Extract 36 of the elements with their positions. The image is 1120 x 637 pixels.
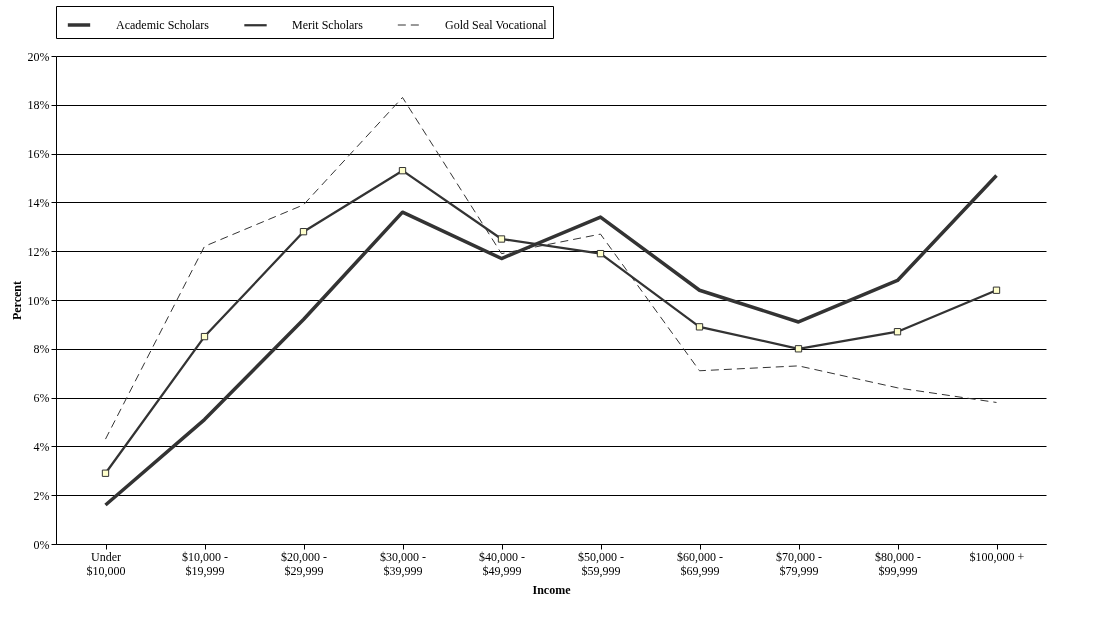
y-tick-label: 2% bbox=[33, 488, 50, 503]
y-tick-label: 12% bbox=[27, 244, 50, 259]
y-tick-label: 16% bbox=[27, 147, 50, 162]
point bbox=[398, 167, 407, 175]
x-tick-label: $70,000 - $79,999 bbox=[776, 549, 822, 578]
legend-label: Merit Scholars bbox=[292, 18, 364, 33]
point bbox=[794, 345, 803, 353]
point bbox=[200, 332, 209, 341]
x-tick-label: $10,000 - $19,999 bbox=[182, 549, 228, 578]
y-tick-label: 14% bbox=[27, 195, 50, 210]
y-tick-label: 4% bbox=[33, 439, 50, 454]
point bbox=[497, 235, 506, 243]
y-tick-label: 10% bbox=[27, 293, 50, 308]
point bbox=[596, 249, 605, 258]
point bbox=[101, 469, 110, 477]
point bbox=[992, 286, 1001, 294]
x-tick-label: $40,000 - $49,999 bbox=[479, 549, 525, 578]
x-tick-label: $30,000 - $39,999 bbox=[380, 549, 426, 578]
legend-label: Academic Scholars bbox=[116, 18, 210, 32]
point bbox=[695, 323, 704, 331]
y-tick-label: 18% bbox=[27, 98, 50, 113]
y-axis-title: Percent bbox=[9, 280, 24, 321]
legend-label: Gold Seal Vocational bbox=[445, 18, 548, 32]
x-tick-label: $80,000 - $99,999 bbox=[875, 549, 921, 578]
y-tick-label: 0% bbox=[33, 537, 50, 552]
x-tick-label: Under $10,000 bbox=[86, 549, 126, 578]
y-tick-label: 8% bbox=[33, 342, 50, 357]
point bbox=[299, 228, 308, 236]
x-tick-label: $20,000 - $29,999 bbox=[281, 549, 327, 578]
y-tick-label: 6% bbox=[33, 391, 50, 406]
x-axis-title: Income bbox=[532, 582, 572, 597]
point bbox=[893, 328, 902, 336]
x-tick-label: $50,000 - $59,999 bbox=[578, 549, 624, 578]
x-tick-label: $100,000 + bbox=[969, 549, 1025, 564]
y-tick-label: 20% bbox=[27, 49, 50, 64]
x-tick-label: $60,000 - $69,999 bbox=[677, 549, 723, 578]
